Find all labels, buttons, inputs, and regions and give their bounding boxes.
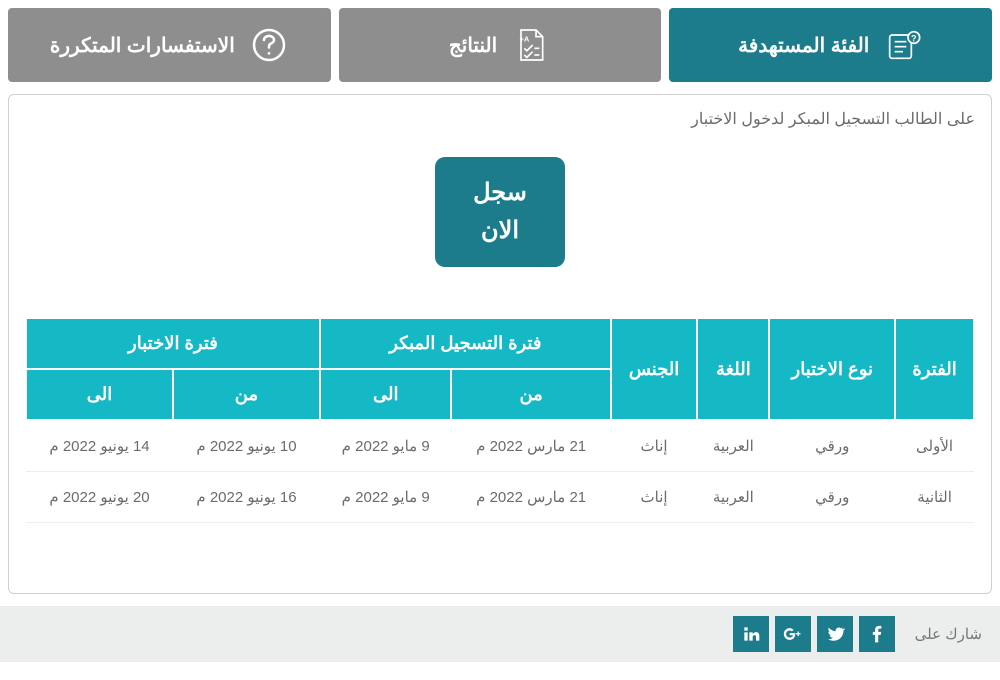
target-group-icon: ? <box>883 25 923 65</box>
cell-reg-to: 9 مايو 2022 م <box>320 420 452 472</box>
tab-faq[interactable]: الاستفسارات المتكررة <box>8 8 331 82</box>
cell-test-type: ورقي <box>769 420 895 472</box>
cell-gender: إناث <box>611 420 698 472</box>
cell-test-from: 10 يونيو 2022 م <box>173 420 320 472</box>
th-test-to: الى <box>26 369 173 420</box>
tab-label: الاستفسارات المتكررة <box>50 33 235 58</box>
th-gender: الجنس <box>611 318 698 420</box>
share-bar: شارك على <box>0 606 1000 662</box>
faq-icon <box>249 25 289 65</box>
cell-gender: إناث <box>611 472 698 523</box>
register-button-label: سجل الان <box>435 174 565 251</box>
svg-text:A+: A+ <box>520 35 530 44</box>
cell-test-to: 20 يونيو 2022 م <box>26 472 173 523</box>
tab-label: الفئة المستهدفة <box>738 33 869 58</box>
share-label: شارك على <box>915 625 982 643</box>
cell-test-type: ورقي <box>769 472 895 523</box>
th-reg-from: من <box>451 369 610 420</box>
th-test-from: من <box>173 369 320 420</box>
cell-period: الثانية <box>895 472 974 523</box>
cell-test-from: 16 يونيو 2022 م <box>173 472 320 523</box>
register-wrap: سجل الان <box>25 157 975 267</box>
tab-label: النتائج <box>449 33 497 58</box>
th-period: الفترة <box>895 318 974 420</box>
results-icon: A+ <box>511 25 551 65</box>
svg-text:?: ? <box>911 34 917 44</box>
th-test-type: نوع الاختبار <box>769 318 895 420</box>
cell-test-to: 14 يونيو 2022 م <box>26 420 173 472</box>
register-now-button[interactable]: سجل الان <box>435 157 565 267</box>
cell-reg-to: 9 مايو 2022 م <box>320 472 452 523</box>
th-reg-to: الى <box>320 369 452 420</box>
cell-reg-from: 21 مارس 2022 م <box>451 472 610 523</box>
tab-results[interactable]: A+ النتائج <box>339 8 662 82</box>
cell-reg-from: 21 مارس 2022 م <box>451 420 610 472</box>
schedule-table: الفترة نوع الاختبار اللغة الجنس فترة الت… <box>25 317 975 523</box>
tab-target-group[interactable]: ? الفئة المستهدفة <box>669 8 992 82</box>
table-row: الثانية ورقي العربية إناث 21 مارس 2022 م… <box>26 472 974 523</box>
googleplus-icon[interactable] <box>775 616 811 652</box>
linkedin-icon[interactable] <box>733 616 769 652</box>
facebook-icon[interactable] <box>859 616 895 652</box>
cell-lang: العربية <box>697 420 769 472</box>
intro-text: على الطالب التسجيل المبكر لدخول الاختبار <box>25 109 975 129</box>
twitter-icon[interactable] <box>817 616 853 652</box>
tabs-bar: ? الفئة المستهدفة A+ النتائج <box>0 0 1000 82</box>
th-lang: اللغة <box>697 318 769 420</box>
th-test-period: فترة الاختبار <box>26 318 320 369</box>
cell-period: الأولى <box>895 420 974 472</box>
cell-lang: العربية <box>697 472 769 523</box>
content-panel: على الطالب التسجيل المبكر لدخول الاختبار… <box>8 94 992 594</box>
th-reg-period: فترة التسجيل المبكر <box>320 318 611 369</box>
table-row: الأولى ورقي العربية إناث 21 مارس 2022 م … <box>26 420 974 472</box>
